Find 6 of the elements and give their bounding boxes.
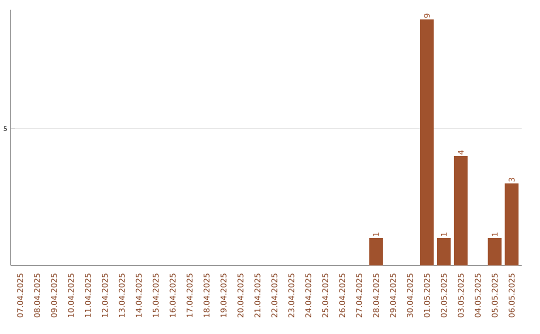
bar — [504, 183, 519, 266]
bar — [420, 19, 434, 266]
bar — [454, 156, 468, 266]
bar — [436, 238, 451, 266]
bar — [488, 238, 502, 266]
bar — [369, 238, 383, 266]
